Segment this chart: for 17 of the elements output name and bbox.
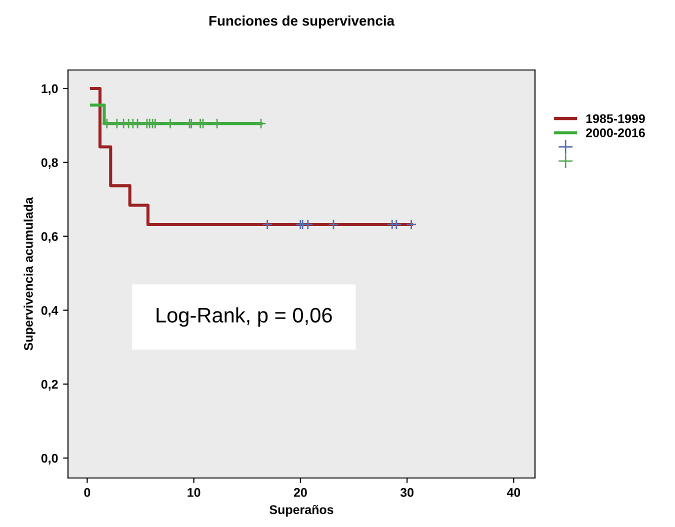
y-tick-label: 0,2 — [41, 380, 58, 391]
y-tick-label: 1,0 — [42, 84, 58, 95]
chart-title: Funciones de supervivencia — [209, 16, 395, 28]
x-tick-label: 10 — [188, 488, 200, 497]
x-axis-title: Superaños — [270, 504, 334, 517]
y-tick-label: 0,0 — [41, 454, 58, 465]
x-tick-label: 40 — [506, 488, 520, 497]
x-tick-label: 20 — [294, 488, 307, 497]
x-tick-label: 30 — [400, 488, 414, 497]
y-tick-label: 0,8 — [41, 158, 58, 169]
y-tick-label: 0,6 — [41, 232, 58, 243]
legend-label: 1985-1999 — [586, 114, 645, 124]
annotation: Log-Rank, p = 0,06 — [156, 307, 332, 327]
y-tick-label: 0,4 — [41, 306, 58, 317]
x-tick-label: 0 — [84, 488, 90, 497]
y-axis-title: Supervivencia acumulada — [24, 197, 36, 350]
legend-label: 2000-2016 — [586, 128, 645, 138]
